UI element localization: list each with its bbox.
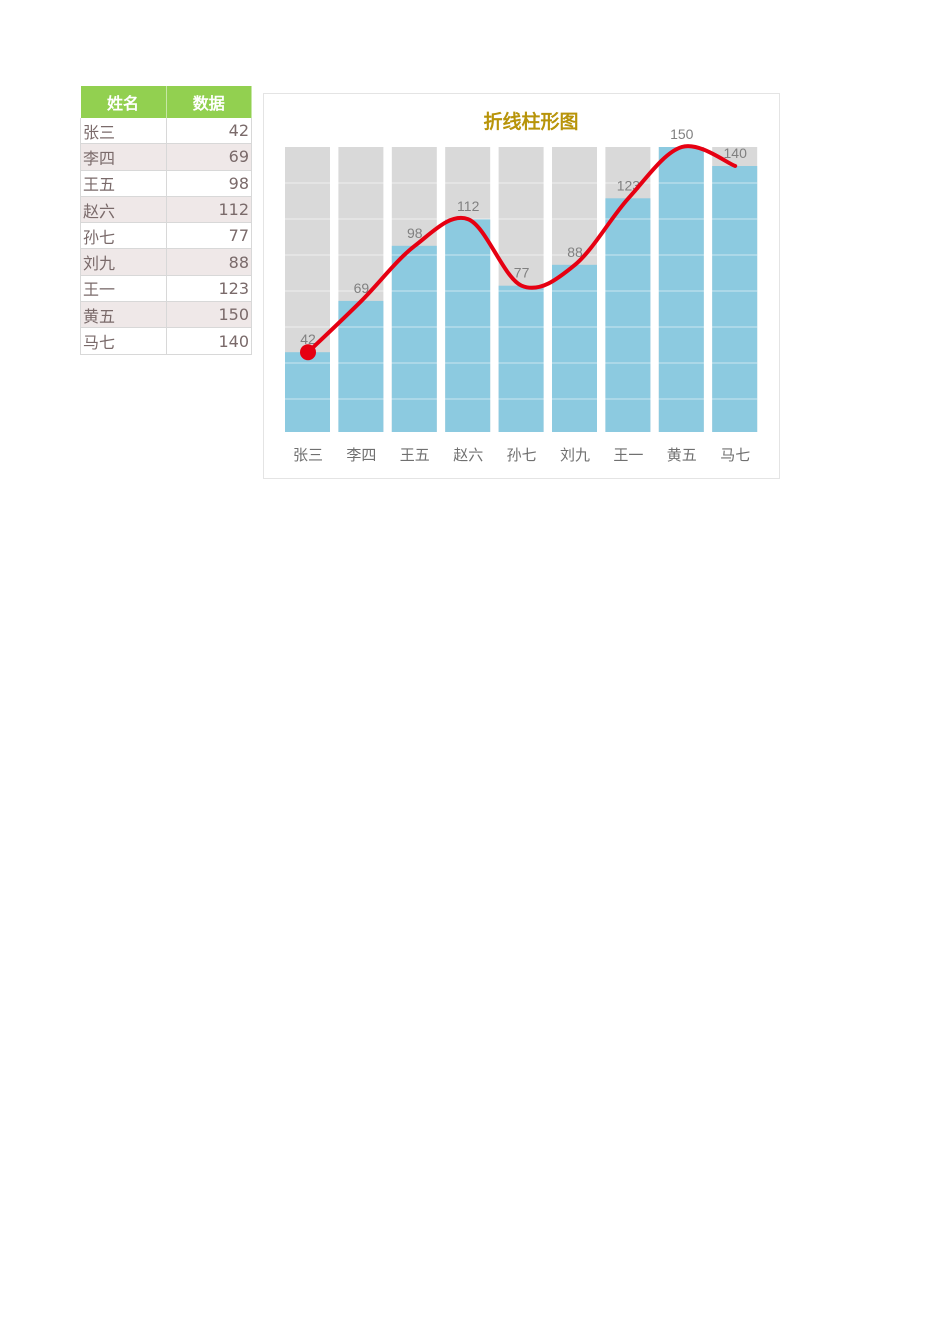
cell-name[interactable]: 李四 bbox=[80, 143, 167, 171]
x-tick-label: 王一 bbox=[613, 446, 643, 464]
line-start-marker[interactable] bbox=[300, 344, 316, 361]
chart-area[interactable]: 折线柱形图 42 69 98 112 77 88 123 150 140 张三 李四 王五 赵六 孙七刘… bbox=[263, 93, 780, 479]
line-series[interactable] bbox=[306, 144, 738, 355]
cell-value[interactable]: 77 bbox=[165, 222, 252, 250]
data-label: 150 bbox=[670, 126, 694, 142]
table-header-row: 姓名 数据 bbox=[80, 86, 252, 118]
cell-name[interactable]: 赵六 bbox=[80, 196, 167, 224]
cell-value[interactable]: 69 bbox=[165, 143, 252, 171]
x-tick-label: 刘九 bbox=[560, 446, 590, 464]
data-label: 112 bbox=[457, 198, 480, 214]
cell-name[interactable]: 黄五 bbox=[80, 301, 167, 329]
gridlines bbox=[285, 182, 758, 400]
cell-name[interactable]: 王一 bbox=[80, 275, 167, 303]
x-tick-label: 张三 bbox=[293, 446, 323, 464]
bar[interactable] bbox=[605, 198, 651, 432]
table-row: 黄五 150 bbox=[80, 301, 252, 329]
header-value[interactable]: 数据 bbox=[166, 86, 252, 118]
chart-svg: 折线柱形图 4269981127788123150140 张三 李四 王五 赵六 孙七刘… bbox=[285, 110, 758, 464]
table-row: 王一 123 bbox=[80, 275, 252, 303]
x-tick-label: 马七 bbox=[720, 446, 750, 464]
bar[interactable] bbox=[338, 300, 384, 432]
cell-name[interactable]: 王五 bbox=[80, 170, 167, 197]
data-label: 69 bbox=[354, 280, 370, 296]
x-tick-label: 李四 bbox=[346, 446, 376, 464]
bar[interactable] bbox=[445, 219, 491, 432]
table-row: 马七 140 bbox=[80, 327, 252, 355]
data-label: 88 bbox=[567, 244, 583, 260]
overlay-line bbox=[300, 144, 738, 361]
data-label: 98 bbox=[407, 225, 423, 241]
bar[interactable] bbox=[391, 245, 437, 432]
value-bars bbox=[285, 147, 758, 432]
cell-value[interactable]: 88 bbox=[165, 248, 252, 276]
data-label: 77 bbox=[514, 265, 530, 281]
cell-value[interactable]: 98 bbox=[165, 170, 252, 197]
x-tick-label: 赵六 bbox=[453, 446, 483, 464]
cell-name[interactable]: 孙七 bbox=[80, 222, 167, 250]
bar[interactable] bbox=[712, 166, 758, 432]
data-table: 姓名 数据 张三 42 李四 69 王五 98 赵六 112 孙七 77 刘九 88 王一 1… bbox=[80, 86, 252, 355]
data-label: 42 bbox=[300, 331, 316, 347]
cell-value[interactable]: 112 bbox=[165, 196, 252, 224]
header-name[interactable]: 姓名 bbox=[80, 86, 167, 118]
table-row: 王五 98 bbox=[80, 170, 252, 197]
table-row: 赵六 112 bbox=[80, 196, 252, 224]
cell-name[interactable]: 马七 bbox=[80, 327, 167, 355]
table-row: 孙七 77 bbox=[80, 222, 252, 250]
x-tick-label: 孙七 bbox=[507, 446, 537, 464]
bar[interactable] bbox=[658, 147, 704, 432]
cell-value[interactable]: 140 bbox=[165, 327, 252, 355]
cell-value[interactable]: 123 bbox=[165, 275, 252, 303]
x-tick-label: 黄五 bbox=[667, 446, 697, 464]
chart-title: 折线柱形图 bbox=[483, 110, 578, 133]
cell-value[interactable]: 150 bbox=[165, 301, 252, 329]
cell-name[interactable]: 刘九 bbox=[80, 248, 167, 276]
x-axis-ticks: 张三 李四 王五 赵六 孙七 刘九 王一 黄五 马七 bbox=[293, 446, 750, 464]
bar[interactable] bbox=[285, 352, 330, 432]
table-row: 刘九 88 bbox=[80, 248, 252, 276]
cell-name[interactable]: 张三 bbox=[80, 118, 167, 145]
bar[interactable] bbox=[498, 285, 544, 432]
data-label: 140 bbox=[724, 145, 748, 161]
x-tick-label: 王五 bbox=[400, 446, 430, 464]
bar[interactable] bbox=[552, 264, 597, 432]
table-row: 张三 42 bbox=[80, 118, 252, 145]
cell-value[interactable]: 42 bbox=[165, 118, 252, 145]
table-row: 李四 69 bbox=[80, 143, 252, 171]
